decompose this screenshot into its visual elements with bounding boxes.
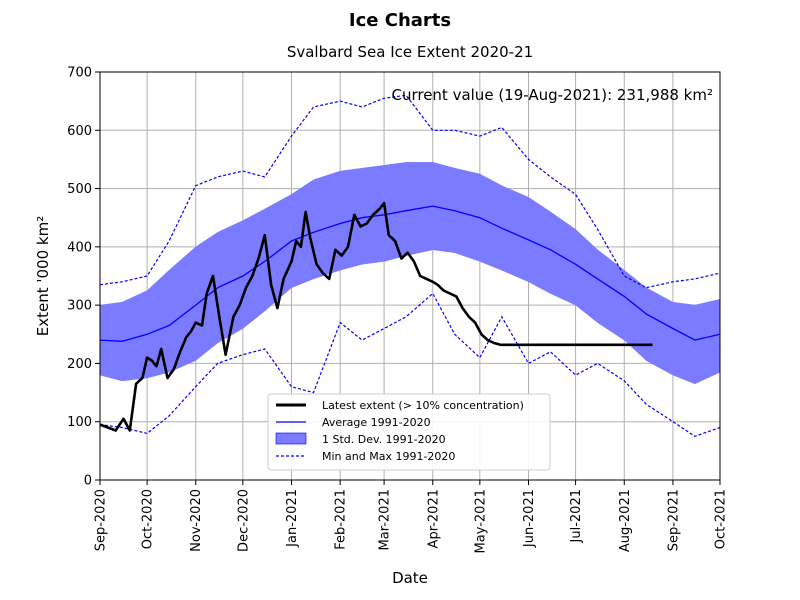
x-tick-label: Oct-2021 [714,489,729,549]
chart-title: Ice Charts [349,10,451,31]
legend-swatch-std-dev [275,432,307,445]
legend-label-average: Average 1991-2020 [322,416,431,429]
x-tick-label: Jul-2021 [569,489,584,543]
y-tick-label: 100 [67,415,92,430]
x-tick-label: May-2021 [473,489,488,553]
legend-label-min-max: Min and Max 1991-2020 [322,450,455,463]
x-tick-label: Apr-2021 [426,489,441,548]
y-tick-label: 700 [67,66,92,81]
x-tick-label: Oct-2020 [141,489,156,549]
y-tick-label: 200 [67,357,92,372]
legend: Latest extent (> 10% concentration) Aver… [267,393,551,471]
chart-subtitle: Svalbard Sea Ice Extent 2020-21 [287,43,533,61]
x-tick-label: Dec-2020 [236,489,251,552]
std-dev-band [99,162,721,385]
x-tick-label: Nov-2020 [189,489,204,552]
x-tick-label: Mar-2021 [378,489,393,550]
y-axis-label: Extent '000 km² [34,216,52,336]
legend-label-std-dev: 1 Std. Dev. 1991-2020 [322,433,446,446]
std-dev-area [99,162,721,385]
y-tick-label: 500 [67,182,92,197]
x-tick-label: Jan-2021 [285,489,300,548]
x-tick-label: Jun-2021 [522,489,537,548]
latest-extent-line [99,201,653,432]
x-axis-ticks: Sep-2020 Oct-2020 Nov-2020 Dec-2020 Jan-2021… [94,480,729,553]
y-tick-label: 400 [67,240,92,255]
current-value-annotation: Current value (19-Aug-2021): 231,988 km² [391,86,713,104]
x-axis-label: Date [392,569,428,587]
x-tick-label: Sep-2020 [94,489,109,551]
min-line [99,292,721,437]
legend-label-latest: Latest extent (> 10% concentration) [322,399,524,412]
plot-frame [99,71,721,481]
x-tick-label: Aug-2021 [618,489,633,552]
x-tick-label: Sep-2021 [666,489,681,551]
x-tick-label: Feb-2021 [334,489,349,550]
max-line [99,94,721,289]
series-lines [99,94,721,437]
y-tick-label: 600 [67,124,92,139]
y-axis-ticks: 0 100 200 300 400 500 600 700 [67,66,100,489]
y-tick-label: 300 [67,299,92,314]
legend-box [267,393,551,471]
y-tick-label: 0 [84,474,92,489]
average-line [99,205,721,342]
